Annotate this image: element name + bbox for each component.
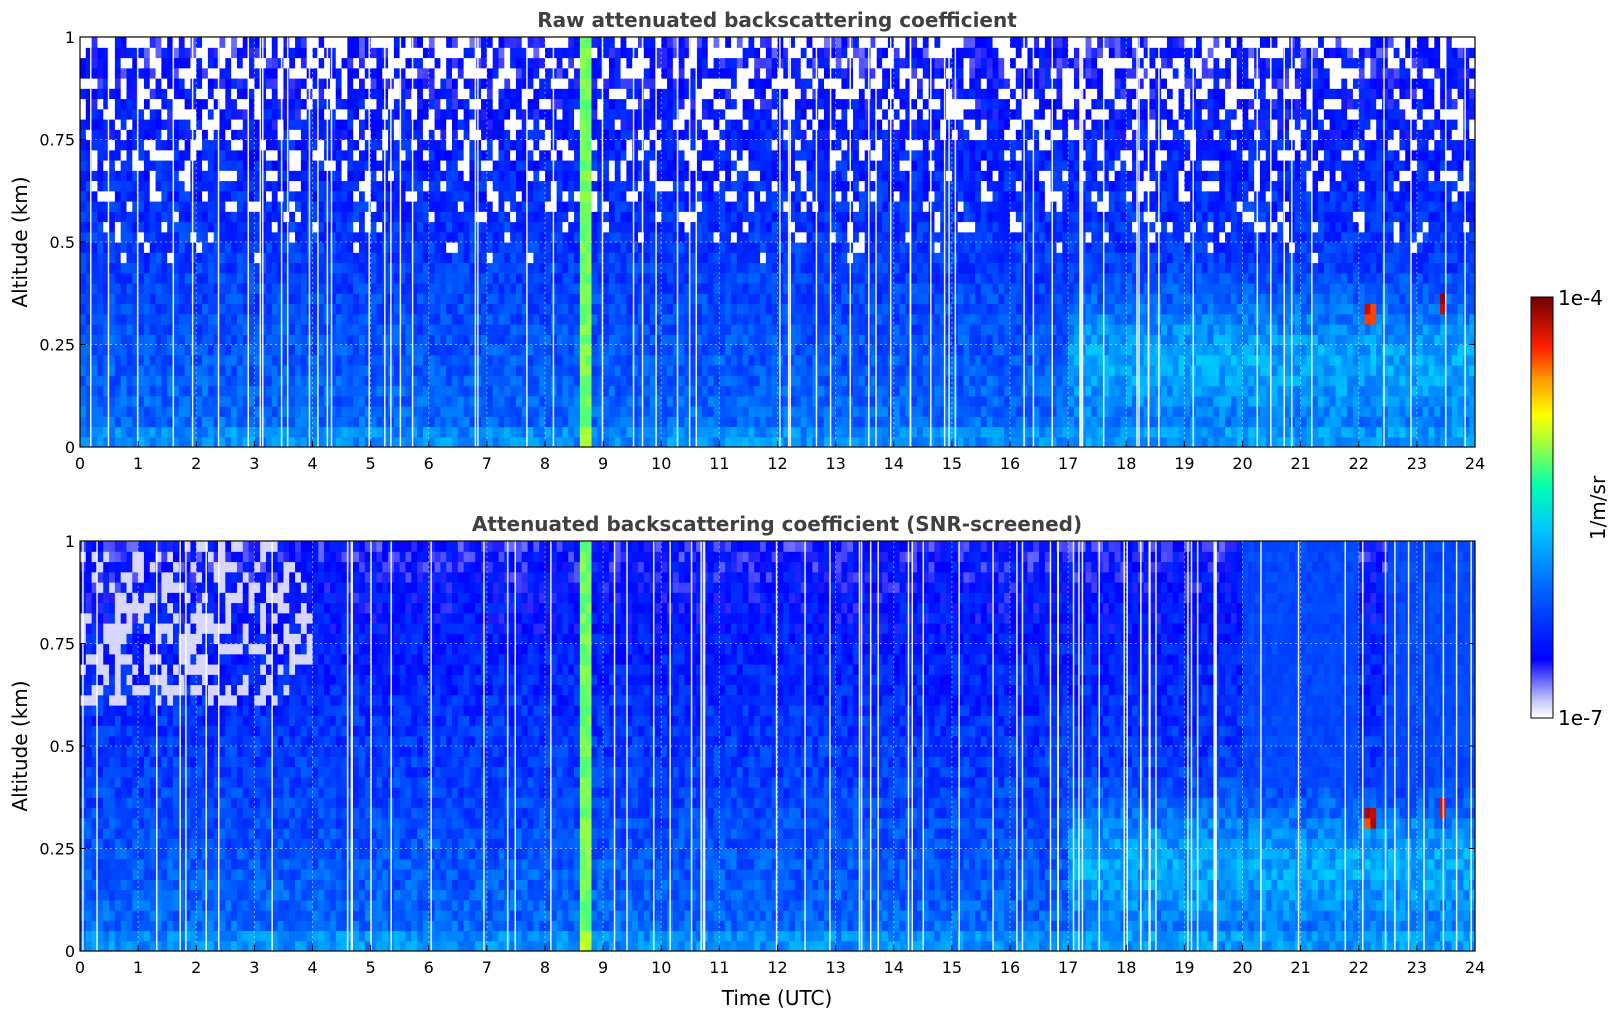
x-tick-label: 21	[1290, 454, 1310, 473]
panel2-x-label: Time (UTC)	[721, 986, 833, 1010]
x-tick-label: 3	[249, 958, 259, 977]
x-tick-label: 16	[1000, 454, 1020, 473]
x-tick-label: 7	[482, 958, 492, 977]
y-tick-label: 0	[65, 942, 75, 961]
x-tick-label: 9	[598, 454, 608, 473]
x-tick-label: 7	[482, 454, 492, 473]
y-tick-label: 0.5	[50, 737, 75, 756]
panel-screened: Attenuated backscattering coefficient (S…	[8, 512, 1485, 1010]
x-tick-label: 20	[1232, 958, 1252, 977]
x-tick-label: 14	[884, 958, 904, 977]
x-tick-label: 1	[133, 454, 143, 473]
y-tick-label: 0.25	[39, 840, 75, 859]
panel1-title: Raw attenuated backscattering coefficien…	[537, 8, 1017, 32]
x-tick-label: 10	[651, 454, 671, 473]
panel2-y-label: Altitude (km)	[8, 680, 32, 811]
colorbar-unit-label: 1/m/sr	[1586, 475, 1610, 540]
x-tick-label: 8	[540, 454, 550, 473]
x-tick-label: 17	[1058, 454, 1078, 473]
x-tick-label: 15	[942, 454, 962, 473]
panel-raw: Raw attenuated backscattering coefficien…	[8, 8, 1485, 473]
x-tick-label: 3	[249, 454, 259, 473]
x-tick-label: 21	[1290, 958, 1310, 977]
x-tick-label: 4	[307, 958, 317, 977]
x-tick-label: 9	[598, 958, 608, 977]
x-tick-label: 2	[191, 958, 201, 977]
colorbar-max-label: 1e-4	[1558, 286, 1603, 310]
x-tick-label: 11	[709, 958, 729, 977]
y-tick-label: 0.25	[39, 336, 75, 355]
x-tick-label: 22	[1349, 958, 1369, 977]
colorbar: 1e-4 1e-7 1/m/sr	[1531, 286, 1610, 730]
x-tick-label: 4	[307, 454, 317, 473]
panel2-title: Attenuated backscattering coefficient (S…	[472, 512, 1082, 536]
x-tick-label: 24	[1465, 454, 1485, 473]
x-tick-label: 12	[767, 958, 787, 977]
x-tick-label: 5	[366, 454, 376, 473]
x-tick-label: 23	[1407, 454, 1427, 473]
y-tick-label: 0	[65, 438, 75, 457]
y-tick-label: 0.5	[50, 233, 75, 252]
x-tick-label: 12	[767, 454, 787, 473]
x-tick-label: 2	[191, 454, 201, 473]
x-tick-label: 5	[366, 958, 376, 977]
y-tick-label: 1	[65, 28, 75, 47]
x-tick-label: 1	[133, 958, 143, 977]
x-tick-label: 19	[1174, 958, 1194, 977]
x-tick-label: 20	[1232, 454, 1252, 473]
x-tick-label: 6	[424, 958, 434, 977]
x-tick-label: 18	[1116, 958, 1136, 977]
x-tick-label: 13	[825, 958, 845, 977]
x-tick-label: 8	[540, 958, 550, 977]
y-tick-label: 0.75	[39, 131, 75, 150]
colorbar-gradient	[1531, 297, 1553, 718]
x-tick-label: 0	[75, 958, 85, 977]
x-tick-label: 23	[1407, 958, 1427, 977]
panel1-y-label: Altitude (km)	[8, 176, 32, 307]
x-tick-label: 22	[1349, 454, 1369, 473]
x-tick-label: 18	[1116, 454, 1136, 473]
x-tick-label: 19	[1174, 454, 1194, 473]
x-tick-label: 15	[942, 958, 962, 977]
colorbar-min-label: 1e-7	[1558, 706, 1603, 730]
y-tick-label: 0.75	[39, 635, 75, 654]
x-tick-label: 14	[884, 454, 904, 473]
x-tick-label: 6	[424, 454, 434, 473]
x-tick-label: 24	[1465, 958, 1485, 977]
x-tick-label: 16	[1000, 958, 1020, 977]
y-tick-label: 1	[65, 532, 75, 551]
x-tick-label: 17	[1058, 958, 1078, 977]
x-tick-label: 11	[709, 454, 729, 473]
x-tick-label: 13	[825, 454, 845, 473]
x-tick-label: 10	[651, 958, 671, 977]
x-tick-label: 0	[75, 454, 85, 473]
